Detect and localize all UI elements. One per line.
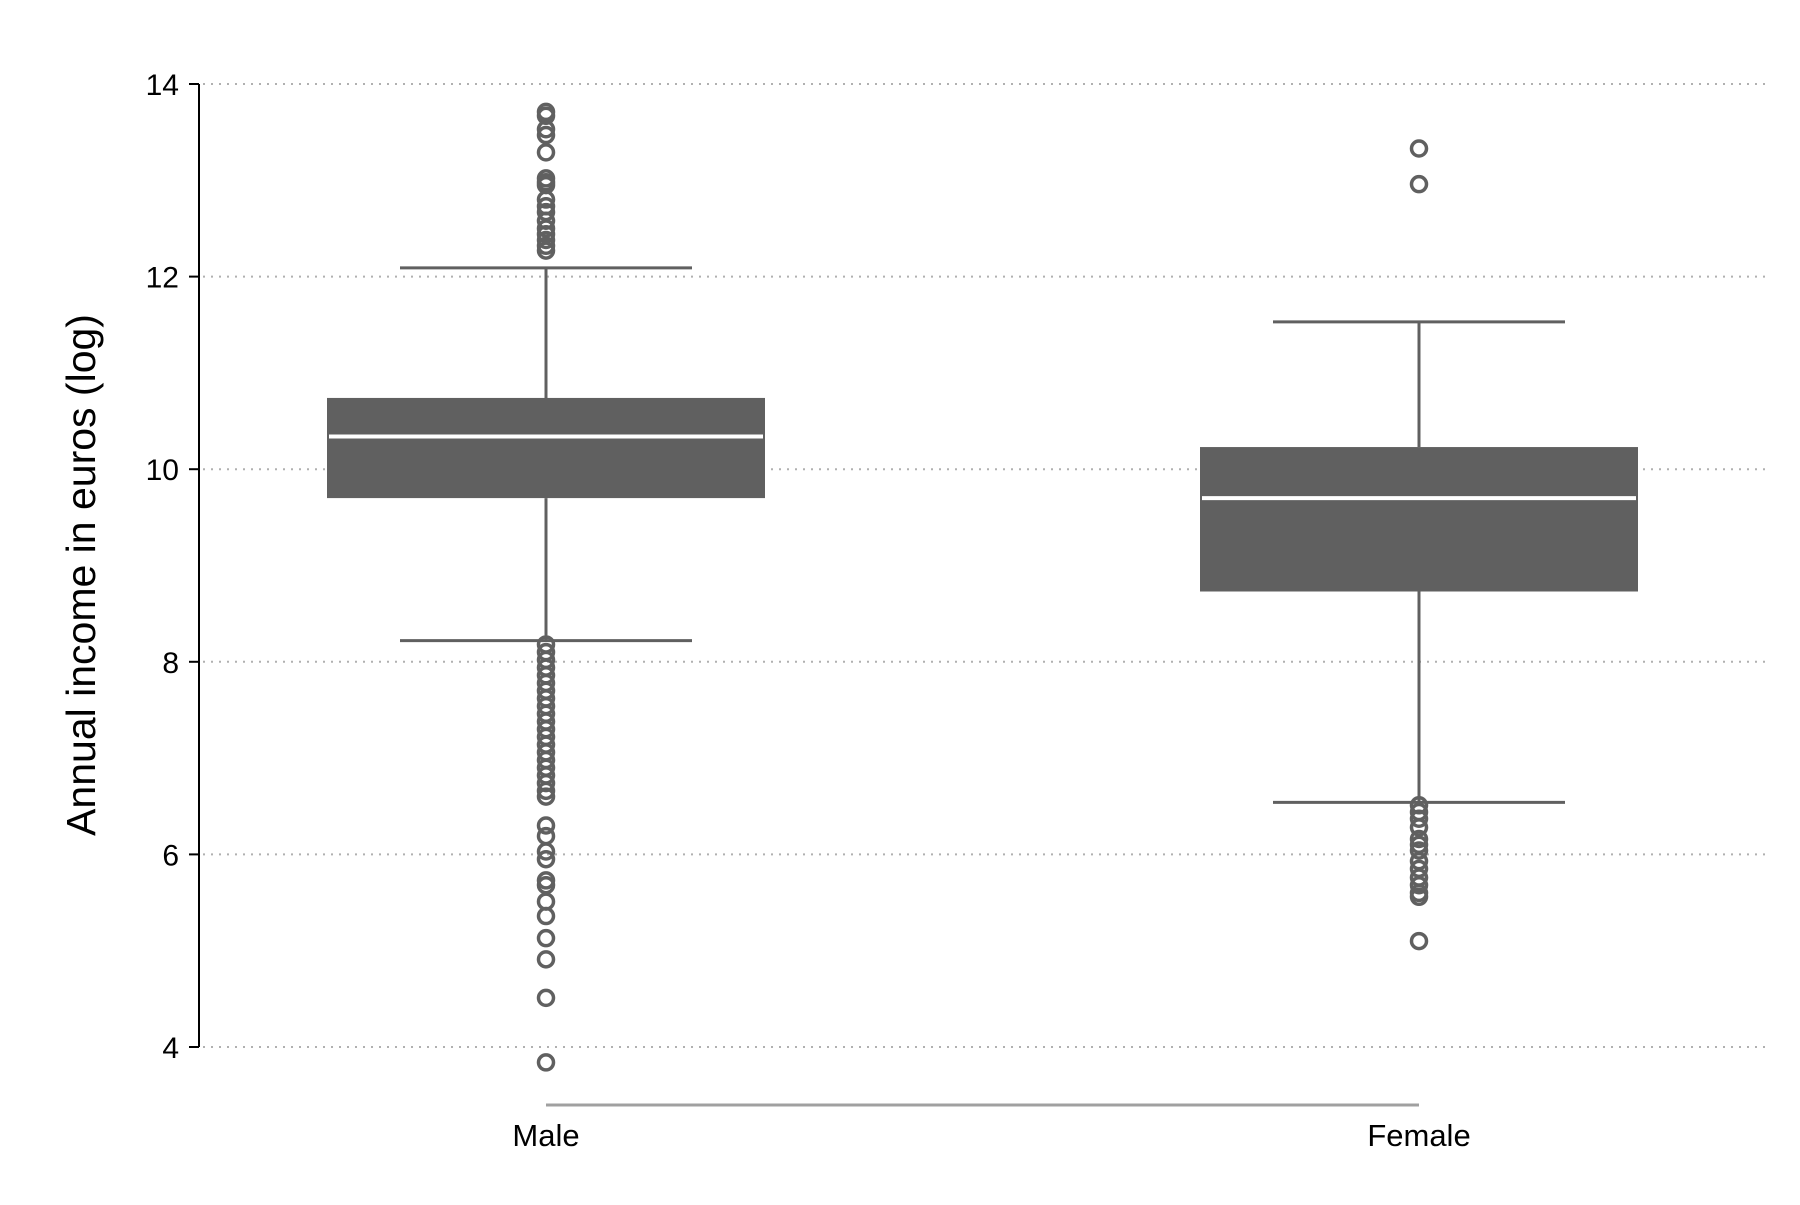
outlier-point [536, 120, 556, 139]
outlier-point [536, 241, 556, 260]
box-male [327, 102, 765, 1072]
outlier-point [1409, 829, 1429, 849]
outlier-point [536, 781, 556, 801]
outlier-point [536, 842, 556, 861]
box-female [1200, 139, 1638, 951]
outlier-point [1409, 818, 1429, 837]
outlier-point [536, 125, 556, 145]
outlier-point [536, 190, 556, 209]
outlier-point [536, 906, 556, 926]
outlier-point [536, 988, 556, 1008]
y-tick-label: 12 [146, 262, 179, 295]
boxes [327, 102, 1638, 1072]
outlier-point [536, 143, 556, 162]
outlier-point [536, 826, 556, 846]
outlier-point [536, 849, 556, 869]
y-tick-label: 4 [162, 1032, 179, 1065]
outlier-point [536, 230, 556, 250]
outlier-point [536, 1053, 556, 1072]
y-tick-label: 8 [162, 647, 179, 680]
y-tick-label: 6 [162, 839, 179, 872]
y-axis: 4 6 8 10 12 14 [146, 69, 1419, 1107]
y-axis-title: Annual income in euros (log) [58, 314, 104, 836]
outlier-point [536, 928, 556, 948]
x-category-label: Male [512, 1118, 579, 1153]
iqr-box [327, 397, 765, 499]
outlier-point [536, 816, 556, 835]
iqr-box [1200, 447, 1638, 592]
x-category-label: Female [1367, 1118, 1470, 1153]
y-tick-label: 14 [146, 69, 179, 102]
outlier-point [1409, 809, 1429, 829]
outlier-point [1409, 139, 1429, 158]
outlier-point [536, 219, 556, 238]
outlier-point [1409, 887, 1429, 907]
y-tick-label: 10 [146, 454, 179, 487]
outlier-point [1409, 931, 1429, 951]
outlier-point [1409, 174, 1429, 194]
outlier-point [536, 950, 556, 969]
outlier-point [1409, 841, 1429, 860]
labels: Annual income in euros (log) Male Female [58, 314, 1471, 1153]
outlier-point [1409, 875, 1429, 895]
outlier-point [536, 787, 556, 806]
